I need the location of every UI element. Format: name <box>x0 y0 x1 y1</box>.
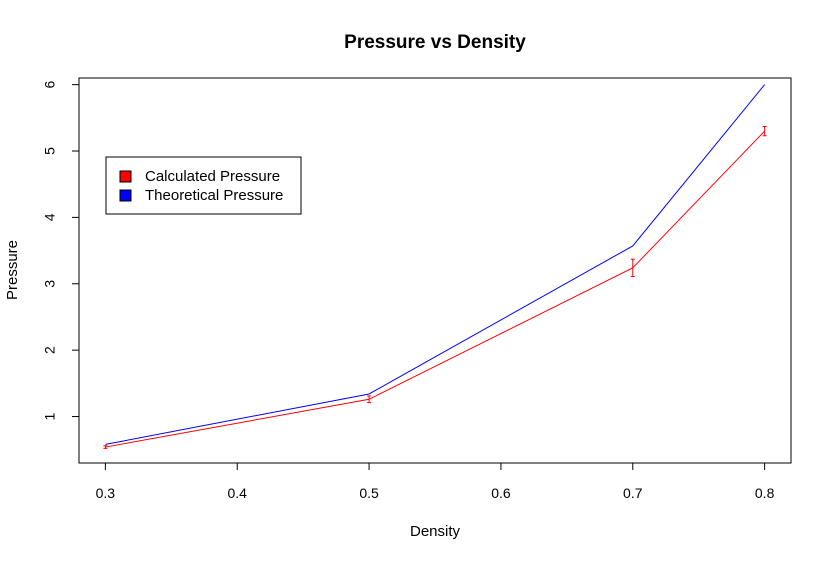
y-axis-label: Pressure <box>4 240 21 300</box>
y-tick-label: 4 <box>42 213 58 221</box>
y-axis: 1 2 3 4 5 6 <box>42 81 79 420</box>
error-bar <box>630 258 635 277</box>
y-tick-label: 1 <box>42 412 58 420</box>
x-tick-label: 0.5 <box>359 485 379 501</box>
y-tick-label: 6 <box>42 81 58 89</box>
legend: Calculated Pressure Theoretical Pressure <box>105 156 302 215</box>
y-tick-label: 3 <box>42 280 58 288</box>
y-tick-label: 2 <box>42 346 58 354</box>
error-bar <box>762 125 767 137</box>
chart-title: Pressure vs Density <box>344 32 526 53</box>
error-bars <box>103 125 767 449</box>
x-tick-label: 0.7 <box>623 485 643 501</box>
legend-label: Calculated Pressure <box>145 168 280 185</box>
x-axis-label: Density <box>410 523 461 540</box>
x-tick-label: 0.4 <box>227 485 247 501</box>
y-tick-label: 5 <box>42 147 58 155</box>
x-tick-label: 0.3 <box>96 485 116 501</box>
legend-swatch <box>119 170 132 183</box>
legend-box <box>105 156 302 215</box>
legend-label: Theoretical Pressure <box>145 187 283 204</box>
x-tick-label: 0.6 <box>491 485 511 501</box>
x-tick-label: 0.8 <box>755 485 775 501</box>
x-axis: 0.3 0.4 0.5 0.6 0.7 0.8 <box>96 463 775 501</box>
error-bar <box>367 395 372 404</box>
error-bar <box>103 445 108 449</box>
series-line-1 <box>105 84 766 445</box>
series-line-0 <box>105 130 765 448</box>
series-lines <box>105 84 766 448</box>
plot-frame <box>78 77 792 464</box>
legend-swatch <box>119 189 132 202</box>
